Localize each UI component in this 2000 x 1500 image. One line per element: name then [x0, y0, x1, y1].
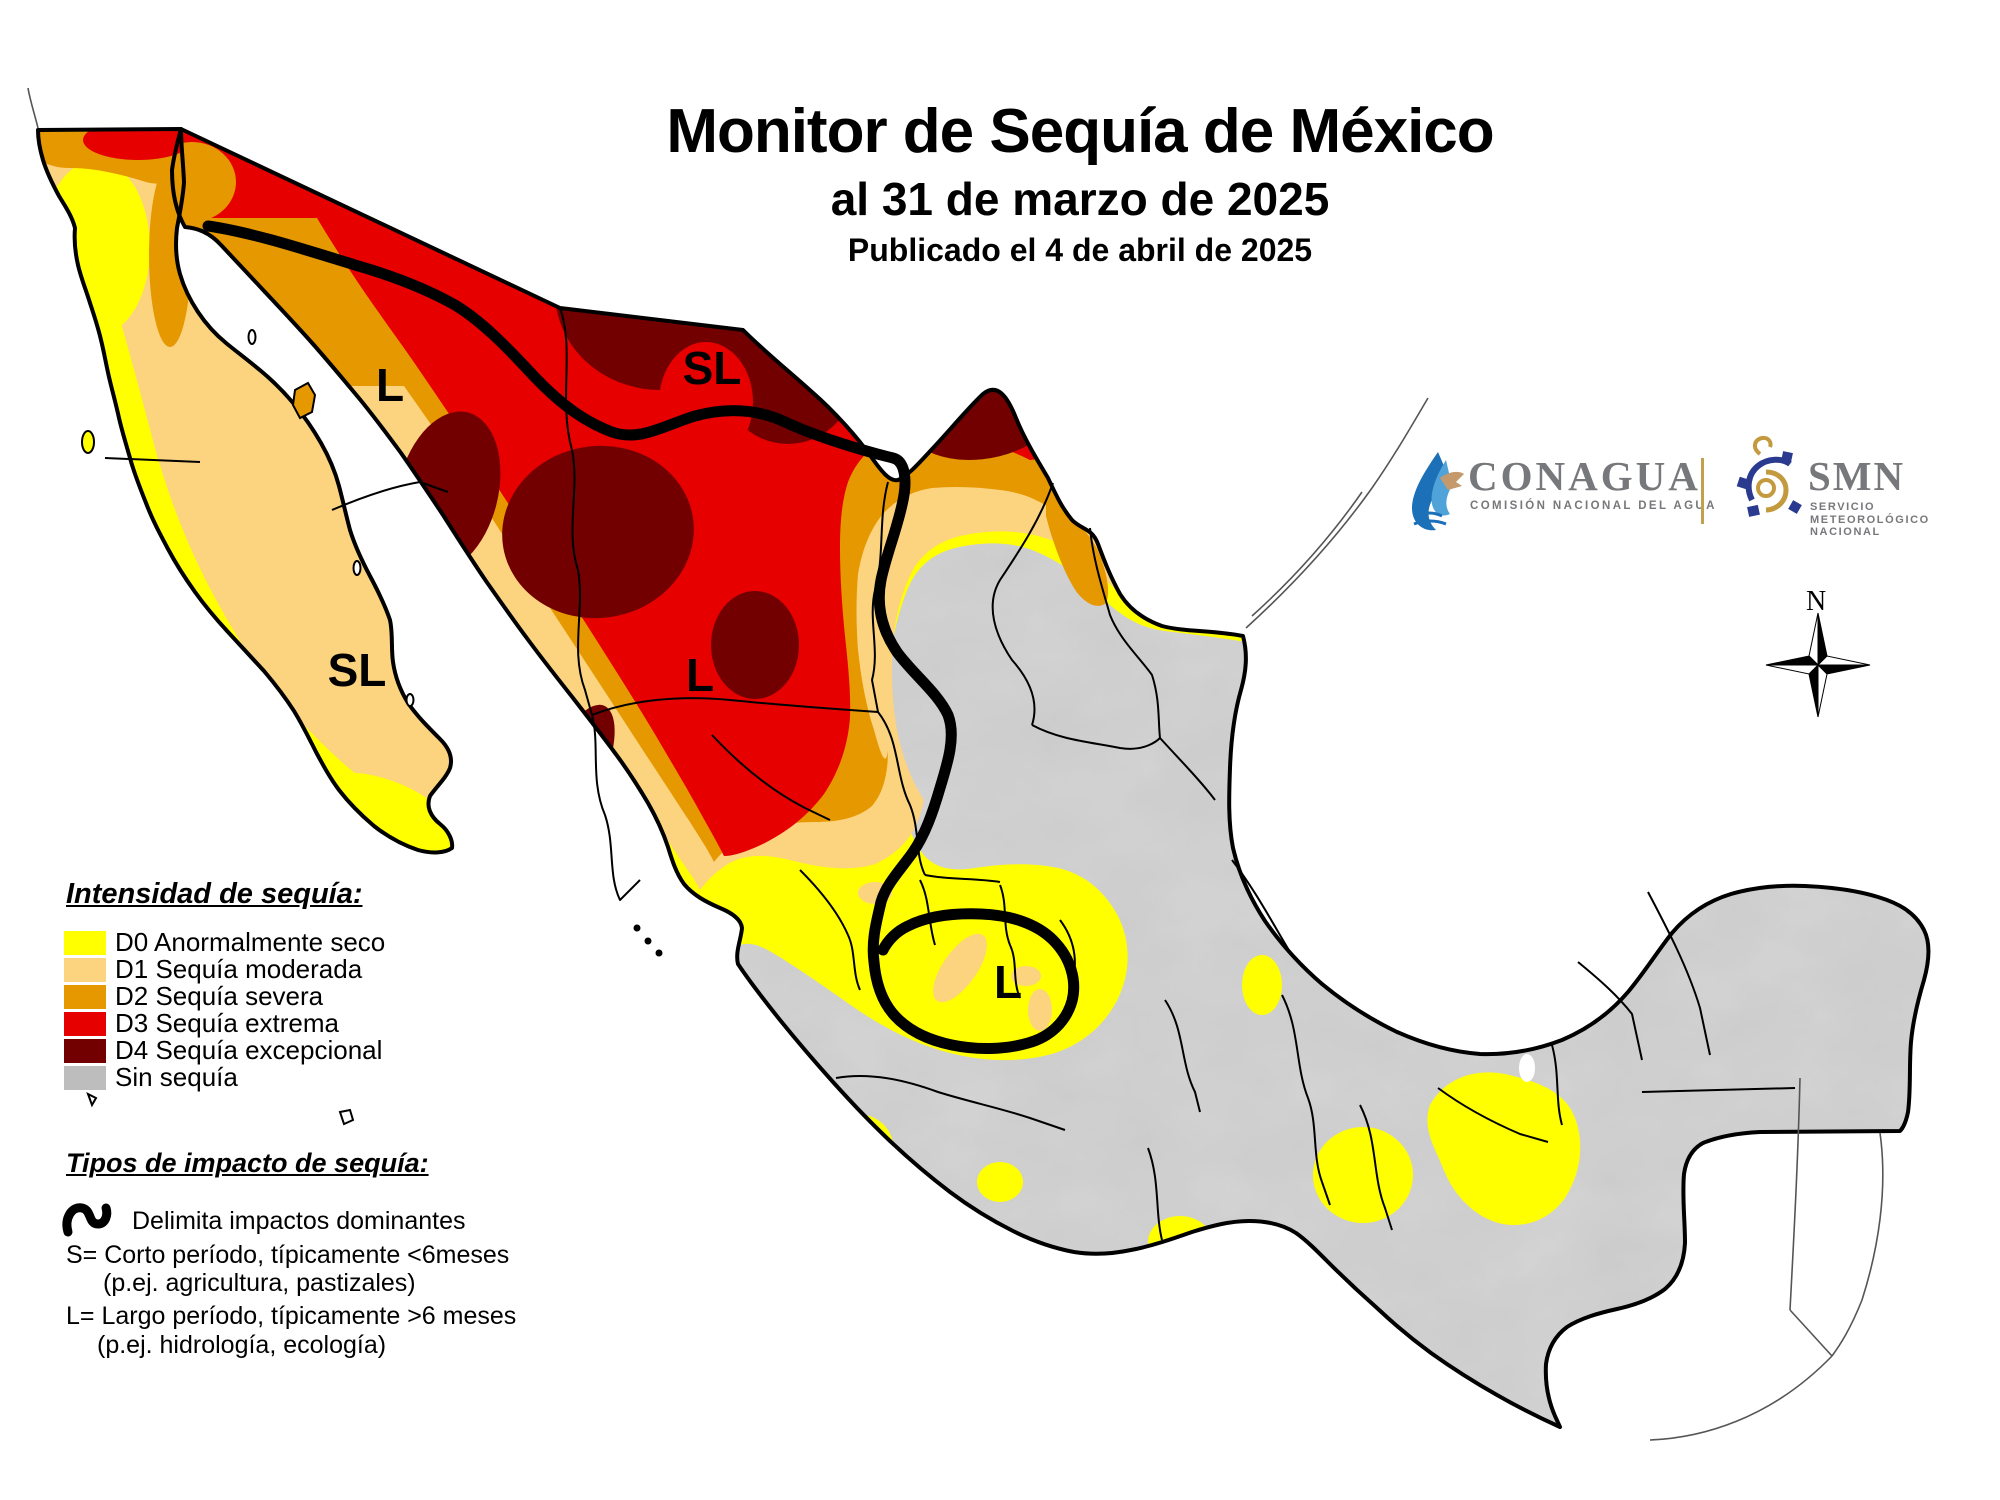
legend-row: D3 Sequía extrema [64, 1008, 385, 1038]
compass-north-label: N [1806, 586, 1827, 617]
legend-row: D4 Sequía excepcional [64, 1035, 385, 1065]
state-borders [104, 307, 1796, 1241]
conagua-wordmark: CONAGUA [1468, 453, 1701, 499]
impact-delimiter-line [202, 220, 1080, 1055]
legend-items: D0 Anormalmente seco D1 Sequía moderada D2… [64, 927, 386, 1092]
nw-sonora-d2-patch [172, 142, 236, 222]
tiburon-island [291, 381, 317, 420]
legend-row: D2 Sequía severa [64, 981, 385, 1011]
impact-label-sl: SL [328, 644, 387, 696]
legend-row: D0 Anormalmente seco [64, 927, 386, 957]
legend-color-swatch [64, 984, 106, 1009]
page-subtitle: al 31 de marzo de 2025 [830, 173, 1330, 225]
baja-d0-core [42, 160, 150, 336]
smn-tagline-line: METEOROLÓGICO [1810, 513, 1930, 526]
smn-tagline: SERVICIO METEOROLÓGICO NACIONAL [1810, 501, 1930, 539]
legend-impact-heading: Tipos de impacto de sequía: [66, 1148, 429, 1178]
conagua-logo-icon [1412, 452, 1464, 531]
impact-label-l: L [376, 359, 404, 411]
impact-l-line1: L= Largo período, típicamente >6 meses [66, 1302, 517, 1330]
d1-central-patches [858, 882, 1052, 1031]
page-title: Monitor de Sequía de México [666, 97, 1494, 166]
legend-color-swatch [64, 930, 106, 955]
legend-color-swatch [64, 1038, 106, 1063]
published-date: Publicado el 4 de abril de 2025 [847, 232, 1313, 268]
legend-color-swatch [64, 957, 106, 982]
smn-tagline-line: SERVICIO [1810, 501, 1876, 513]
delimiter-label: Delimita impactos dominantes [132, 1207, 466, 1235]
ne-d2-spur [1046, 492, 1109, 606]
logo-divider [1701, 458, 1704, 524]
impact-s-line1: S= Corto período, típicamente <6meses [66, 1241, 510, 1269]
impact-l-line2: (p.ej. hidrología, ecología) [97, 1331, 387, 1359]
legend-intensity-heading: Intensidad de sequía: [66, 878, 363, 910]
smn-wordmark: SMN [1808, 453, 1906, 499]
legend-color-swatch [64, 1065, 106, 1090]
legend-label: Sin sequía [115, 1062, 238, 1092]
map-impact-labels: L SL SL L L [328, 342, 1022, 1008]
neighbor-outlines [27, 87, 1884, 1441]
legend-label: D4 Sequía excepcional [115, 1035, 383, 1065]
impact-label-sl: SL [683, 342, 742, 394]
impact-label-l: L [686, 649, 714, 701]
smn-tagline-line: NACIONAL [1810, 526, 1881, 538]
conagua-tagline: COMISIÓN NACIONAL DEL AGUA [1470, 500, 1717, 512]
impact-label-l: L [994, 956, 1022, 1008]
legend-label: D0 Anormalmente seco [115, 927, 386, 957]
impact-s-line2: (p.ej. agricultura, pastizales) [103, 1269, 416, 1297]
islands [81, 329, 663, 1126]
delimiter-squiggle-icon [62, 1203, 112, 1237]
legend-row: D1 Sequía moderada [64, 954, 385, 984]
smn-logo-icon [1736, 435, 1802, 517]
legend-color-swatch [64, 1011, 106, 1036]
cedros-island [81, 430, 95, 454]
legend-row: Sin sequía [64, 1062, 385, 1092]
sl-red-tongue [659, 342, 753, 462]
legend-label: D1 Sequía moderada [115, 954, 363, 984]
compass-rose [1765, 612, 1871, 718]
legend-label: D3 Sequía extrema [115, 1008, 340, 1038]
legend-label: D2 Sequía severa [115, 981, 324, 1011]
